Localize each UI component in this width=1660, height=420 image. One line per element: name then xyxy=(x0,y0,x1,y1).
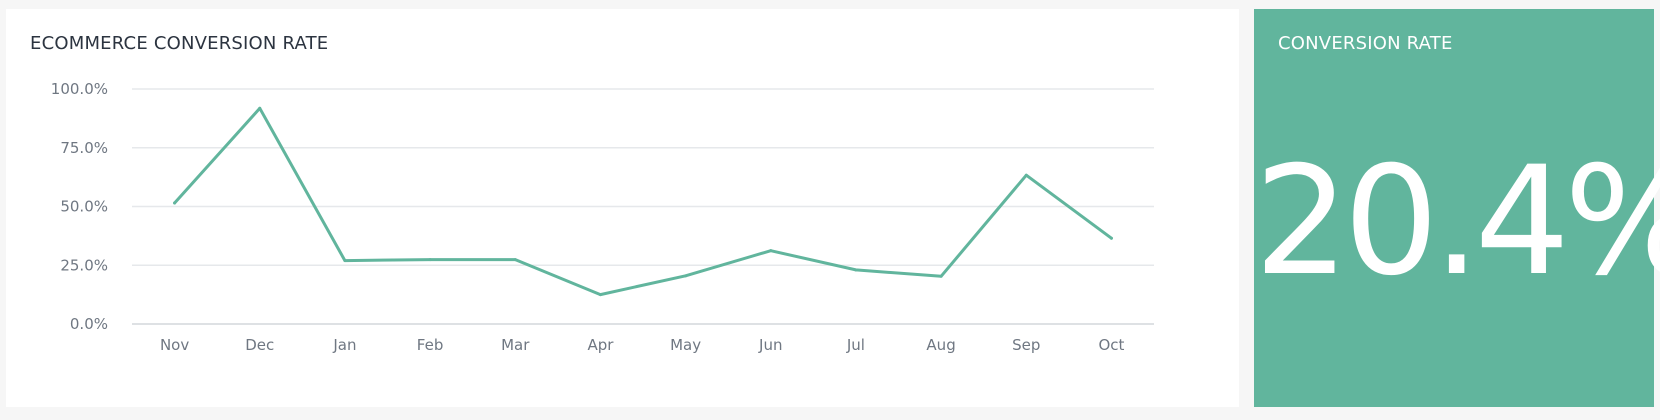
line-chart: 0.0% 25.0% 50.0% 75.0% 100.0% Nov Dec Jan Feb Mar… xyxy=(51,80,1154,354)
data-point xyxy=(1109,236,1113,240)
x-tick-label: Feb xyxy=(417,336,444,354)
x-tick-label: Apr xyxy=(587,336,614,354)
x-tick-label: Aug xyxy=(926,336,955,354)
x-tick-label: Mar xyxy=(501,336,530,354)
y-tick-label: 25.0% xyxy=(60,256,108,274)
conversion-rate-kpi-panel: CONVERSION RATE 20.4% xyxy=(1254,9,1660,407)
x-tick-label: Jan xyxy=(332,336,356,354)
data-point xyxy=(684,274,688,278)
data-point xyxy=(343,259,347,263)
x-tick-label: Nov xyxy=(160,336,189,354)
chart-panel-title: ECOMMERCE CONVERSION RATE xyxy=(30,33,329,54)
data-point xyxy=(428,258,432,262)
y-tick-label: 0.0% xyxy=(70,315,108,333)
data-point xyxy=(1024,173,1028,177)
data-point xyxy=(939,274,943,278)
data-point xyxy=(854,268,858,272)
kpi-title: CONVERSION RATE xyxy=(1278,33,1453,54)
x-tick-label: Jun xyxy=(758,336,782,354)
y-tick-label: 50.0% xyxy=(60,198,108,216)
data-point xyxy=(173,201,177,205)
series-line xyxy=(173,106,1113,297)
y-tick-label: 75.0% xyxy=(60,139,108,157)
kpi-value: 20.4% xyxy=(1254,135,1660,309)
y-tick-label: 100.0% xyxy=(51,80,108,98)
x-tick-label: Sep xyxy=(1012,336,1040,354)
conversion-chart-panel: 0.0% 25.0% 50.0% 75.0% 100.0% Nov Dec Jan Feb Mar… xyxy=(6,9,1239,407)
data-point xyxy=(598,293,602,297)
x-tick-label: Jul xyxy=(846,336,865,354)
data-point xyxy=(769,249,773,253)
x-tick-label: Oct xyxy=(1098,336,1124,354)
x-tick-label: Dec xyxy=(245,336,274,354)
x-tick-label: May xyxy=(670,336,701,354)
data-point xyxy=(258,106,262,110)
data-point xyxy=(513,258,517,262)
